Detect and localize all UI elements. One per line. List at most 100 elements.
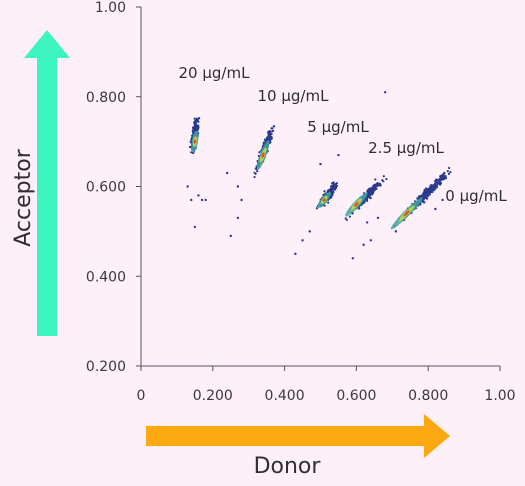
data-point [256,170,259,173]
y-tick-label: 1.00 [95,0,126,16]
outlier-point [193,225,197,229]
data-point [434,179,437,183]
data-point [268,129,271,133]
data-point [330,193,334,197]
series-cluster [186,117,207,229]
data-point [442,175,445,178]
outlier-point [236,185,240,188]
data-point [358,207,361,210]
data-point [379,183,382,187]
data-point [270,132,273,136]
data-point [442,173,445,176]
data-point [371,190,374,193]
data-point [264,139,267,143]
data-point [332,187,335,190]
outlier-point [301,239,304,242]
data-point [428,189,431,192]
outlier-point [365,221,369,224]
data-point [446,170,449,173]
data-point [434,182,437,185]
data-point [327,201,330,204]
data-point [270,136,273,139]
data-point [428,193,431,196]
data-point [194,122,197,125]
donor-arrow-head [424,414,450,458]
data-point [366,195,369,199]
data-point [443,177,446,181]
data-point [193,117,196,120]
data-point [330,191,333,194]
data-point [189,140,192,143]
data-point [258,151,261,154]
data-point [434,187,437,190]
data-point [255,167,258,170]
data-point [332,191,335,194]
data-point [190,151,193,154]
x-tick-label: 0 [137,388,146,404]
data-point [335,184,339,188]
data-point [423,201,426,204]
acceptor-arrow-head [24,30,70,58]
data-point [253,175,256,179]
outlier-point [197,194,200,197]
data-point [368,188,371,192]
y-tick-label: 0.200 [86,359,126,375]
data-point [193,120,196,123]
series-cluster [294,153,340,256]
data-point [374,183,377,187]
x-tick-label: 0.200 [193,388,233,404]
axis-ticks: 0 0.200 0.400 0.600 0.800 1.00 0.200 0.400 0.600… [86,0,516,404]
donor-arrow [146,414,450,458]
outlier-point [200,198,204,202]
outlier-point [337,153,340,157]
series-cluster [344,91,388,260]
x-tick-label: 0.600 [336,388,376,404]
data-point [253,171,256,174]
data-point [417,195,421,198]
data-point [323,190,326,193]
data-point [439,176,442,179]
data-point [197,124,200,127]
data-point [416,197,419,200]
data-point [268,138,271,142]
density-peak [193,139,197,144]
data-point [266,137,269,140]
series-label: 2.5 µg/mL [368,139,444,157]
data-point [448,166,451,170]
data-point [329,185,333,188]
outlier-point [229,234,232,238]
data-point [334,187,337,190]
series-labels: 20 µg/mL 10 µg/mL 5 µg/mL 2.5 µg/mL 0 µg/mL [179,64,508,205]
data-point [271,130,274,133]
density-peak [261,152,265,158]
outlier-point [308,230,311,233]
series-cluster [225,125,276,238]
outlier-point [383,91,387,94]
outlier-point [186,185,189,188]
outlier-point [362,243,365,247]
outlier-point [423,189,426,193]
data-point [382,180,385,183]
series-label: 10 µg/mL [258,87,330,105]
x-axis-title: Donor [254,454,322,479]
data-point [315,207,318,210]
outlier-point [225,171,229,175]
outlier-point [441,198,444,202]
data-point [332,182,336,185]
outlier-point [294,252,297,256]
outlier-point [351,257,355,260]
data-point [424,191,428,194]
data-point [438,177,441,181]
data-point [439,183,442,186]
data-point [330,188,333,191]
data-point [194,125,197,128]
data-point [425,194,429,197]
density-peak [403,210,410,217]
data-point [432,186,435,189]
data-point [422,193,425,196]
data-point [196,118,200,121]
outlier-point [204,198,207,202]
data-point [437,181,440,184]
outlier-point [369,239,372,242]
